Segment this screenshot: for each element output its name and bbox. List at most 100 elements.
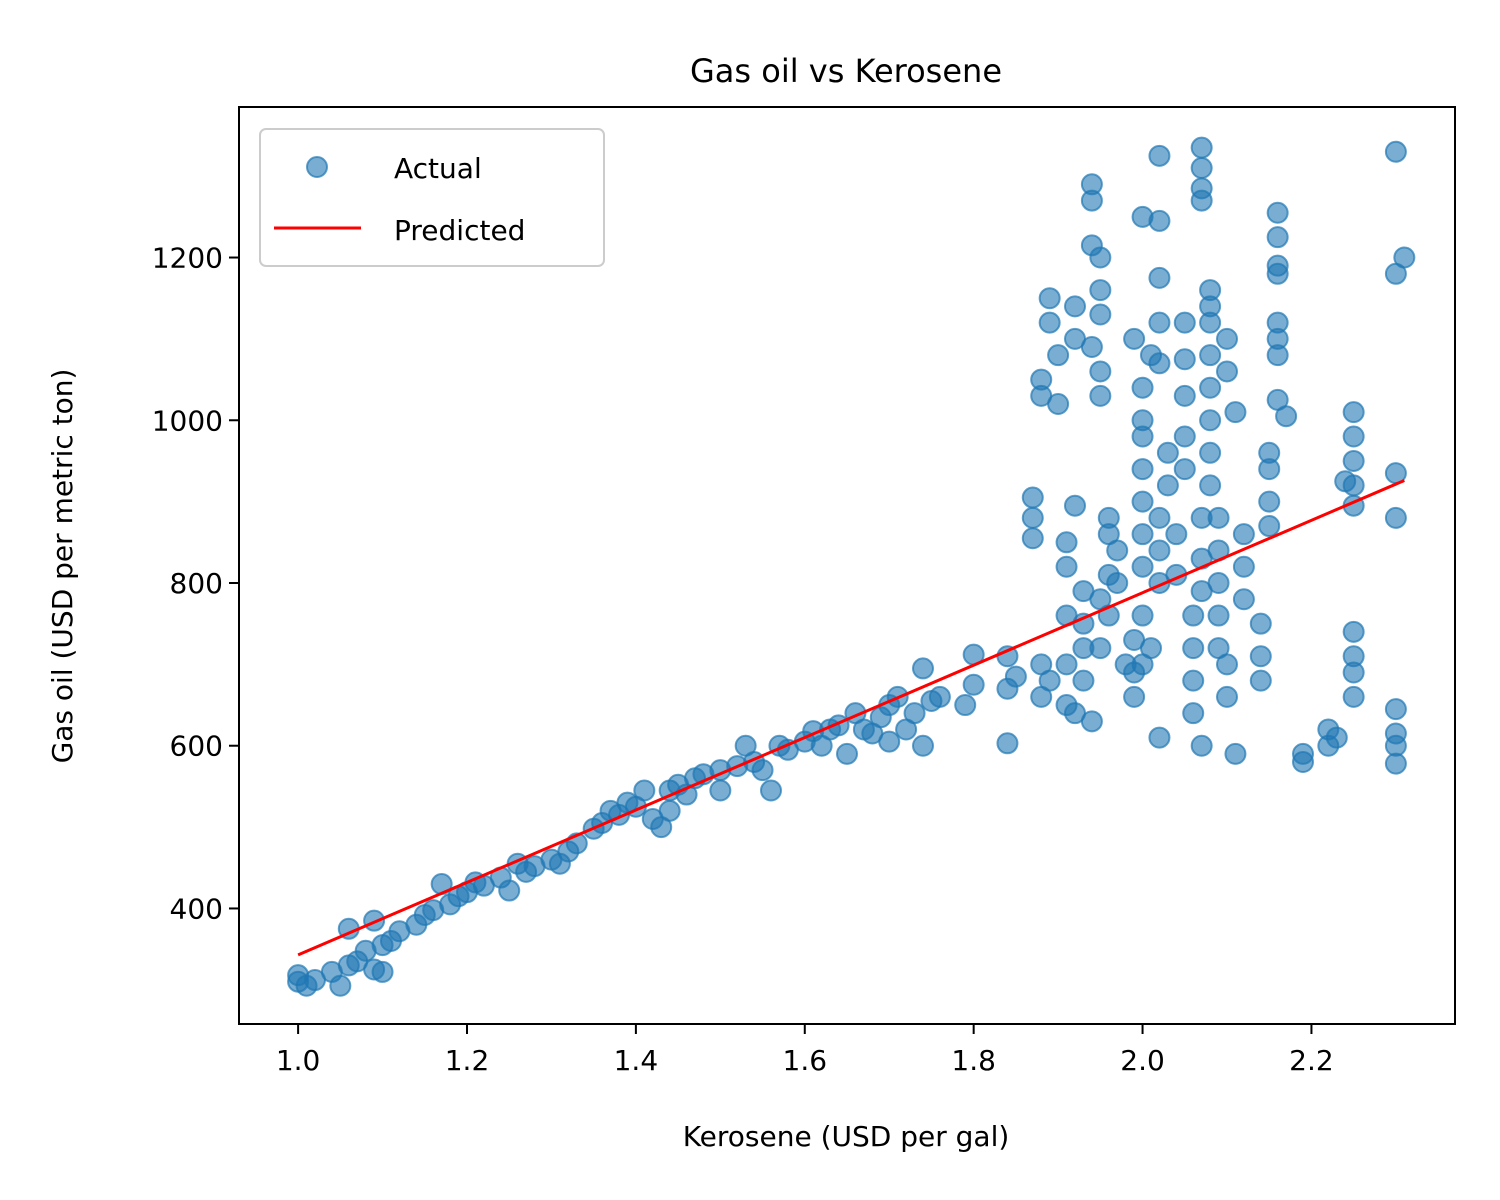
data-point	[912, 657, 934, 680]
y-tick-label: 400	[170, 892, 223, 925]
data-point	[1173, 425, 1196, 448]
data-point	[1190, 157, 1213, 180]
data-point	[1393, 246, 1416, 269]
data-point	[1055, 653, 1078, 676]
data-point	[912, 734, 934, 757]
data-point	[1342, 425, 1365, 448]
data-point	[709, 779, 732, 802]
data-point	[1182, 604, 1205, 627]
data-point	[751, 759, 774, 782]
y-axis-label: Gas oil (USD per metric ton)	[46, 369, 79, 764]
legend-label-actual: Actual	[394, 152, 482, 185]
data-point	[1156, 474, 1179, 497]
data-point	[1106, 571, 1129, 594]
x-axis: 1.0 1.2 1.4 1.6 1.8 2.0 2.2	[276, 1024, 1334, 1077]
legend-label-predicted: Predicted	[394, 214, 525, 247]
data-point	[1199, 409, 1222, 432]
data-point	[1207, 571, 1230, 594]
data-point	[1342, 661, 1365, 684]
data-point	[1004, 665, 1027, 688]
x-tick-label: 2.0	[1120, 1044, 1165, 1077]
data-point	[1148, 144, 1171, 167]
data-point	[1021, 486, 1044, 509]
data-point	[1089, 637, 1112, 660]
legend-marker-actual	[306, 156, 328, 178]
data-point	[1266, 344, 1289, 367]
y-axis: 400 600 800 1000 1200	[152, 242, 239, 925]
data-point	[1292, 742, 1314, 765]
data-point	[1258, 490, 1281, 513]
data-point	[1224, 742, 1247, 765]
predicted-line	[297, 479, 1405, 957]
legend-box	[259, 128, 605, 267]
data-point	[1249, 645, 1272, 668]
data-point	[954, 694, 977, 717]
x-tick-label: 1.2	[445, 1044, 490, 1077]
data-point	[1266, 262, 1289, 285]
data-point	[1173, 384, 1196, 407]
data-point	[1148, 266, 1171, 289]
data-point	[633, 779, 656, 802]
data-point	[1097, 506, 1120, 529]
data-point	[1249, 612, 1272, 635]
data-point	[1080, 189, 1103, 212]
data-point	[1182, 669, 1205, 692]
data-point	[928, 685, 951, 708]
legend: Actual Predicted	[259, 128, 605, 267]
data-point	[878, 730, 901, 753]
regression-line	[297, 479, 1405, 957]
data-point	[1199, 441, 1222, 464]
data-point	[1266, 226, 1289, 249]
plot-frame	[238, 106, 1456, 1025]
data-point	[1148, 352, 1171, 375]
data-point	[1216, 653, 1238, 676]
data-point	[1207, 604, 1230, 627]
data-point	[760, 779, 782, 802]
data-point	[1342, 449, 1365, 472]
data-point	[1148, 506, 1171, 529]
data-point	[1190, 734, 1213, 757]
data-point	[1064, 494, 1086, 517]
data-point	[1131, 523, 1154, 546]
data-point	[1148, 209, 1171, 232]
data-point	[1148, 726, 1171, 749]
data-point	[962, 673, 985, 696]
data-point	[1080, 336, 1103, 359]
data-point	[1106, 539, 1129, 562]
data-point	[1182, 637, 1205, 660]
data-point	[1038, 311, 1061, 334]
data-point	[1047, 344, 1070, 367]
data-point	[1325, 726, 1348, 749]
data-point	[1173, 311, 1196, 334]
data-point	[1080, 710, 1103, 733]
data-point	[1275, 405, 1298, 428]
x-tick-label: 1.6	[783, 1044, 828, 1077]
data-point	[1131, 555, 1154, 578]
scatter-points	[287, 136, 1416, 997]
y-tick-label: 1000	[152, 404, 223, 437]
y-tick-label: 600	[170, 730, 223, 763]
data-point	[1216, 327, 1238, 350]
x-tick-label: 1.8	[951, 1044, 996, 1077]
data-point	[1089, 303, 1112, 326]
data-point	[498, 879, 521, 902]
data-point	[996, 732, 1019, 755]
data-point	[1199, 311, 1222, 334]
data-point	[1182, 702, 1205, 725]
x-tick-label: 1.0	[276, 1044, 321, 1077]
data-point	[1038, 669, 1061, 692]
data-point	[1064, 295, 1086, 318]
plot-area	[238, 106, 1456, 1025]
data-point	[1266, 201, 1289, 224]
data-point	[1342, 620, 1365, 643]
data-point	[1384, 140, 1407, 163]
data-point	[1216, 685, 1238, 708]
data-point	[1342, 474, 1365, 497]
data-point	[1089, 246, 1112, 269]
data-point	[1148, 539, 1171, 562]
x-axis-label: Kerosene (USD per gal)	[683, 1120, 1010, 1153]
data-point	[836, 742, 858, 765]
data-point	[1342, 685, 1365, 708]
data-point	[1190, 189, 1213, 212]
